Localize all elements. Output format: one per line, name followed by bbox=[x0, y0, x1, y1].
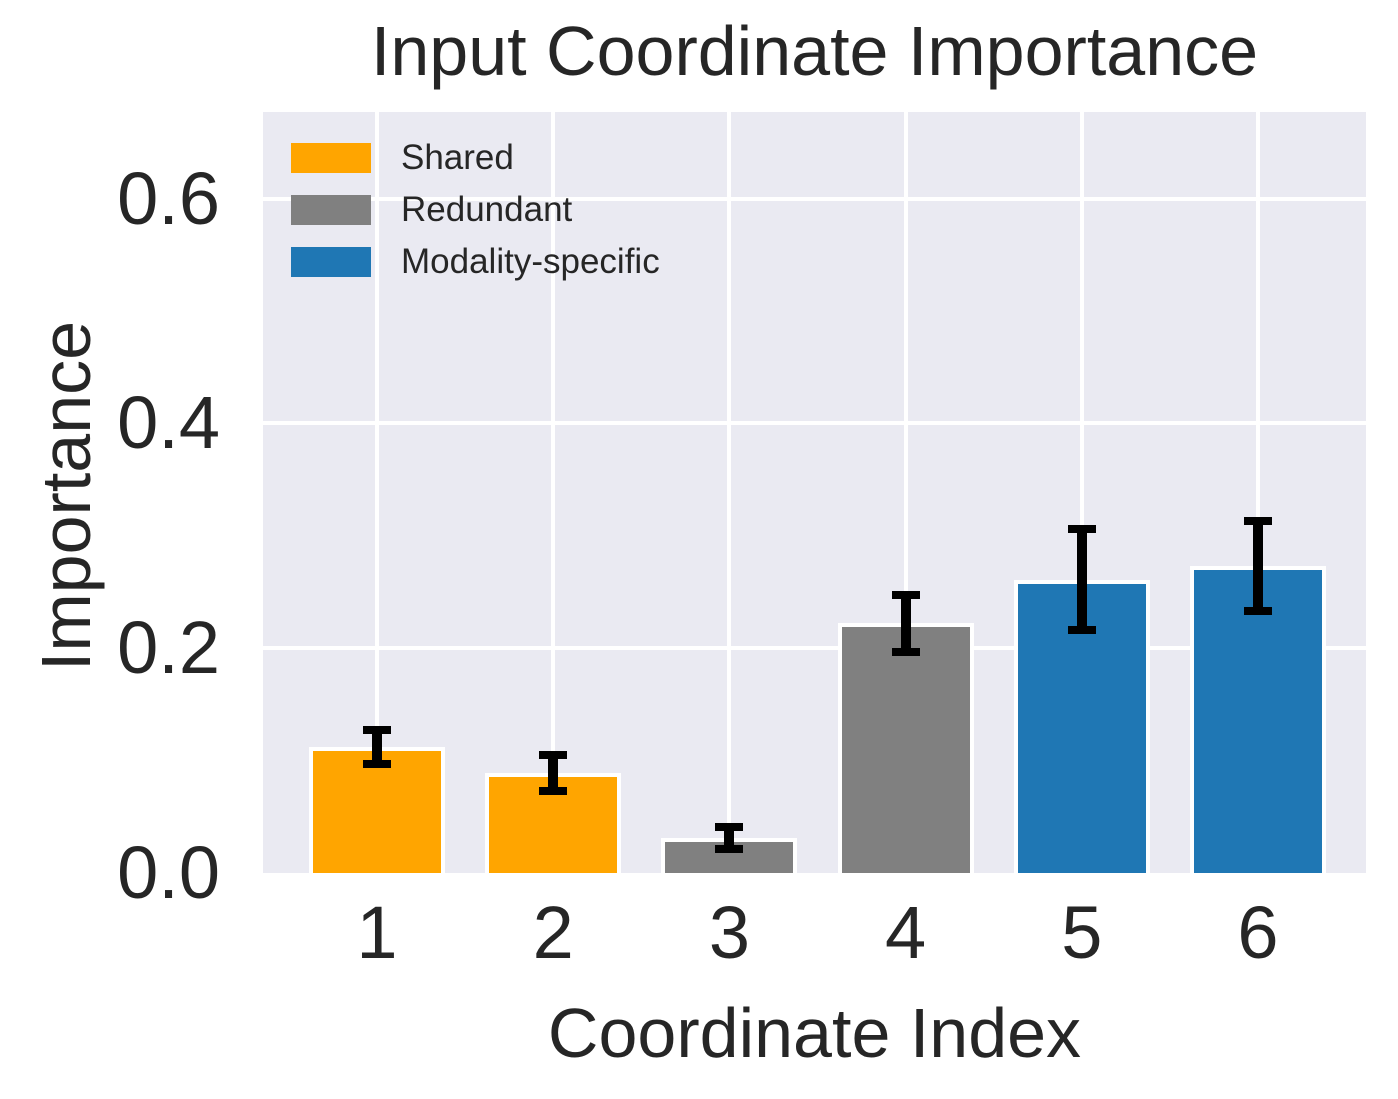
x-tick-label: 4 bbox=[885, 891, 927, 974]
h-gridline bbox=[263, 196, 1366, 201]
bar-coordinate-2 bbox=[485, 773, 622, 873]
error-bar bbox=[548, 754, 559, 791]
legend-swatch-redundant bbox=[291, 195, 371, 225]
error-bar-cap-bottom bbox=[891, 647, 920, 656]
error-bar-cap-top bbox=[1067, 525, 1096, 534]
h-gridline bbox=[263, 421, 1366, 426]
y-tick-label: 0.4 bbox=[117, 381, 220, 465]
plot-area: Shared Redundant Modality-specific bbox=[263, 112, 1366, 873]
legend-label: Redundant bbox=[401, 190, 573, 229]
error-bar-cap-top bbox=[891, 591, 920, 600]
chart-title: Input Coordinate Importance bbox=[370, 12, 1259, 90]
v-gridline bbox=[551, 112, 556, 873]
legend-label: Modality-specific bbox=[401, 242, 660, 281]
error-bar bbox=[372, 730, 382, 764]
legend-label: Shared bbox=[401, 138, 514, 177]
x-tick-label: 3 bbox=[708, 891, 750, 974]
error-bar bbox=[724, 826, 735, 850]
error-bar-cap-bottom bbox=[539, 786, 568, 795]
error-bar-cap-top bbox=[363, 726, 391, 735]
error-bar-cap-bottom bbox=[715, 845, 744, 854]
legend-swatch-modality-specific bbox=[291, 247, 371, 277]
error-bar bbox=[1253, 521, 1263, 612]
legend-row: Modality-specific bbox=[291, 242, 660, 281]
x-tick-label: 2 bbox=[532, 891, 574, 974]
legend-swatch-shared bbox=[291, 143, 371, 173]
y-tick-label: 0.6 bbox=[117, 156, 220, 240]
error-bar bbox=[900, 595, 911, 652]
legend: Shared Redundant Modality-specific bbox=[291, 138, 660, 299]
x-axis-label: Coordinate Index bbox=[547, 994, 1082, 1072]
legend-row: Redundant bbox=[291, 190, 660, 229]
v-gridline bbox=[727, 112, 732, 873]
x-tick-label: 6 bbox=[1237, 891, 1279, 974]
error-bar-cap-bottom bbox=[1244, 607, 1272, 616]
error-bar-cap-top bbox=[539, 750, 568, 759]
x-tick-label: 5 bbox=[1061, 891, 1103, 974]
bar-coordinate-4 bbox=[837, 623, 974, 873]
error-bar-cap-bottom bbox=[363, 759, 391, 768]
v-gridline bbox=[1256, 112, 1260, 873]
y-tick-label: 0.2 bbox=[117, 606, 220, 690]
h-gridline bbox=[263, 646, 1366, 651]
error-bar bbox=[1076, 529, 1087, 631]
v-gridline bbox=[903, 112, 908, 873]
error-bar-cap-top bbox=[1244, 517, 1272, 526]
x-tick-label: 1 bbox=[356, 891, 398, 974]
y-tick-label: 0.0 bbox=[117, 831, 220, 914]
v-gridline bbox=[1079, 112, 1084, 873]
v-gridline bbox=[375, 112, 379, 873]
legend-row: Shared bbox=[291, 138, 660, 177]
error-bar-cap-top bbox=[715, 822, 744, 831]
error-bar-cap-bottom bbox=[1067, 626, 1096, 635]
